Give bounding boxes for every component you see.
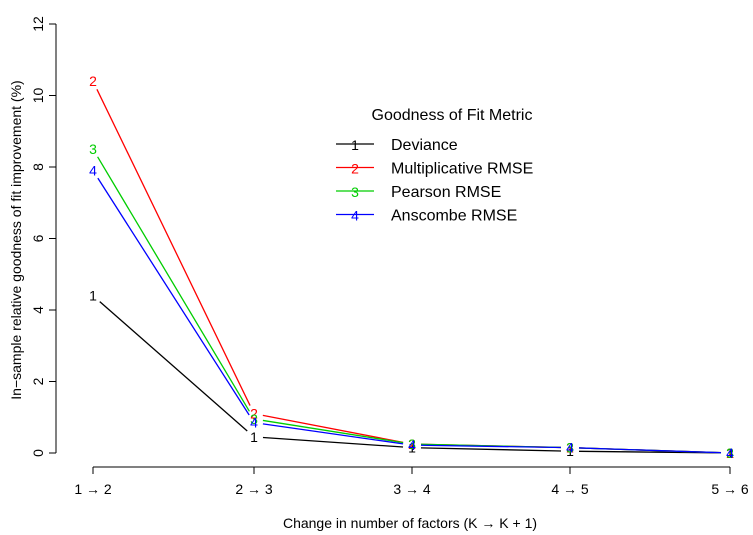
series-4: 4 4 4 4 4 xyxy=(89,163,734,461)
data-point-marker: 1 xyxy=(726,445,734,461)
legend: Goodness of Fit Metric 1 Deviance 2 Multipl… xyxy=(336,107,533,225)
legend-entry: 4 Anscombe RMSE xyxy=(336,208,517,225)
data-point-marker: 2 xyxy=(89,73,97,89)
y-tick-label: 10 xyxy=(30,88,46,104)
series-segment xyxy=(420,447,562,452)
legend-label: Pearson RMSE xyxy=(391,184,501,201)
data-point-marker: 3 xyxy=(566,440,574,456)
x-axis-title: Change in number of factors (K → K + 1) xyxy=(283,515,537,531)
series-segment xyxy=(262,414,404,444)
y-axis: 0 2 4 6 8 10 12 xyxy=(30,16,57,457)
y-tick-label: 2 xyxy=(30,377,46,385)
legend-marker: 4 xyxy=(351,208,359,224)
legend-marker: 3 xyxy=(351,184,359,200)
data-point-marker: 2 xyxy=(408,436,416,452)
data-point-marker: 1 xyxy=(408,440,416,456)
x-tick-label: 3 → 4 xyxy=(393,481,431,497)
y-tick-label: 6 xyxy=(30,234,46,242)
data-point-marker: 1 xyxy=(89,288,97,304)
data-point-marker: 1 xyxy=(566,443,574,459)
data-point-marker: 4 xyxy=(726,445,734,461)
data-point-marker: 2 xyxy=(726,445,734,461)
data-point-marker: 2 xyxy=(566,440,574,456)
data-point-marker: 1 xyxy=(250,429,258,445)
legend-title: Goodness of Fit Metric xyxy=(372,107,533,124)
legend-entry: 3 Pearson RMSE xyxy=(336,184,501,201)
data-point-marker: 4 xyxy=(408,437,416,453)
y-axis-title: In−sample relative goodness of fit impro… xyxy=(8,80,24,399)
data-point-marker: 3 xyxy=(250,411,258,427)
legend-marker: 2 xyxy=(351,161,359,177)
x-tick-label: 4 → 5 xyxy=(551,481,589,497)
y-tick-label: 8 xyxy=(30,163,46,171)
legend-label: Deviance xyxy=(391,137,458,154)
x-tick-label: 2 → 3 xyxy=(235,481,273,497)
legend-entry: 2 Multiplicative RMSE xyxy=(336,161,533,178)
series-segment xyxy=(578,447,722,454)
series-segment xyxy=(96,89,251,406)
legend-entry: 1 Deviance xyxy=(336,137,458,154)
series-segment xyxy=(99,301,248,432)
series-segment xyxy=(262,423,404,445)
series-segment xyxy=(97,156,250,412)
y-tick-label: 12 xyxy=(30,16,46,32)
series-segment xyxy=(262,436,404,448)
data-point-marker: 4 xyxy=(566,440,574,456)
data-point-marker: 4 xyxy=(250,415,258,431)
y-tick-label: 4 xyxy=(30,306,46,314)
data-point-marker: 2 xyxy=(250,406,258,422)
data-point-marker: 4 xyxy=(89,163,97,179)
legend-label: Multiplicative RMSE xyxy=(391,161,533,178)
y-tick-label: 0 xyxy=(30,449,46,457)
data-point-marker: 3 xyxy=(408,436,416,452)
legend-marker: 1 xyxy=(351,137,359,153)
x-tick-label: 1 → 2 xyxy=(74,481,112,497)
series-segment xyxy=(262,419,404,444)
series-segment xyxy=(420,444,562,449)
series-segment xyxy=(578,450,722,454)
data-point-marker: 3 xyxy=(726,445,734,461)
series-segment xyxy=(97,177,250,416)
legend-label: Anscombe RMSE xyxy=(391,208,517,225)
series-2: 2 2 2 2 2 xyxy=(89,73,734,461)
x-tick-label: 5 → 6 xyxy=(711,481,749,497)
series-1: 1 1 1 1 1 xyxy=(89,288,734,461)
x-axis: 1 → 2 2 → 3 3 → 4 4 → 5 5 → 6 xyxy=(74,466,749,497)
data-point-marker: 3 xyxy=(89,141,97,157)
